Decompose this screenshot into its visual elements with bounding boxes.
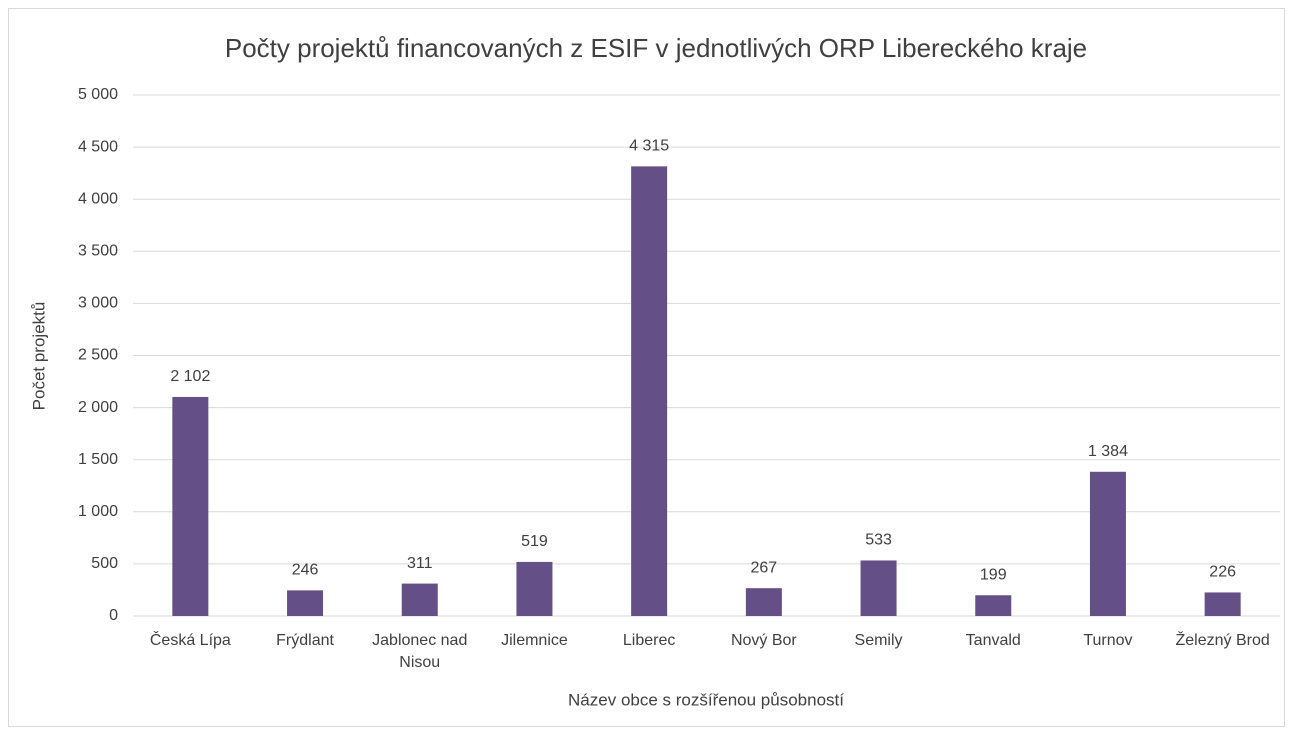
bar <box>1089 471 1126 616</box>
data-label: 267 <box>750 559 777 576</box>
y-tick-label: 1 500 <box>78 451 118 468</box>
x-axis-title: Název obce s rozšířenou působností <box>568 690 844 709</box>
y-tick-label: 2 000 <box>78 399 118 416</box>
x-tick-label: Turnov <box>1083 632 1133 649</box>
data-label: 226 <box>1209 564 1236 581</box>
bar <box>516 561 553 616</box>
data-label: 199 <box>980 566 1007 583</box>
x-tick-label: Liberec <box>622 632 676 649</box>
y-tick-label: 1 000 <box>78 503 118 520</box>
x-tick-label: Železný Brod <box>1175 632 1270 649</box>
bar <box>860 560 897 616</box>
x-tick-label: Jilemnice <box>501 632 568 649</box>
data-label: 1 384 <box>1088 443 1128 460</box>
y-tick-label: 4 000 <box>78 190 118 207</box>
bar <box>1204 592 1241 616</box>
y-tick-label: 2 500 <box>78 347 118 364</box>
bar <box>745 588 782 616</box>
bar <box>287 590 324 616</box>
x-tick-label: Tanvald <box>965 632 1021 649</box>
x-tick-label: Frýdlant <box>276 632 334 649</box>
data-label: 311 <box>407 555 433 572</box>
y-tick-label: 5 000 <box>78 86 118 103</box>
x-tick-label: Česká Lípa <box>149 632 231 649</box>
chart-title: Počty projektů financovaných z ESIF v je… <box>225 33 1087 63</box>
x-tick-label: Nový Bor <box>730 632 797 649</box>
data-label: 246 <box>292 562 319 579</box>
data-label: 2 102 <box>170 368 210 385</box>
x-tick-label: Jablonec nad Nisou <box>372 632 468 671</box>
bar <box>172 396 209 616</box>
bar <box>631 166 668 616</box>
x-tick-label: Semily <box>854 632 903 649</box>
bar <box>401 583 438 616</box>
y-tick-label: 3 500 <box>78 243 118 260</box>
data-label: 4 315 <box>629 138 669 155</box>
data-label: 533 <box>865 532 892 549</box>
y-tick-label: 4 500 <box>78 138 118 155</box>
y-tick-label: 0 <box>109 607 118 624</box>
y-tick-label: 500 <box>91 555 118 572</box>
bar <box>975 595 1012 616</box>
data-label: 519 <box>521 533 548 550</box>
y-tick-label: 3 000 <box>78 295 118 312</box>
y-axis-title: Počet projektů <box>29 302 48 411</box>
